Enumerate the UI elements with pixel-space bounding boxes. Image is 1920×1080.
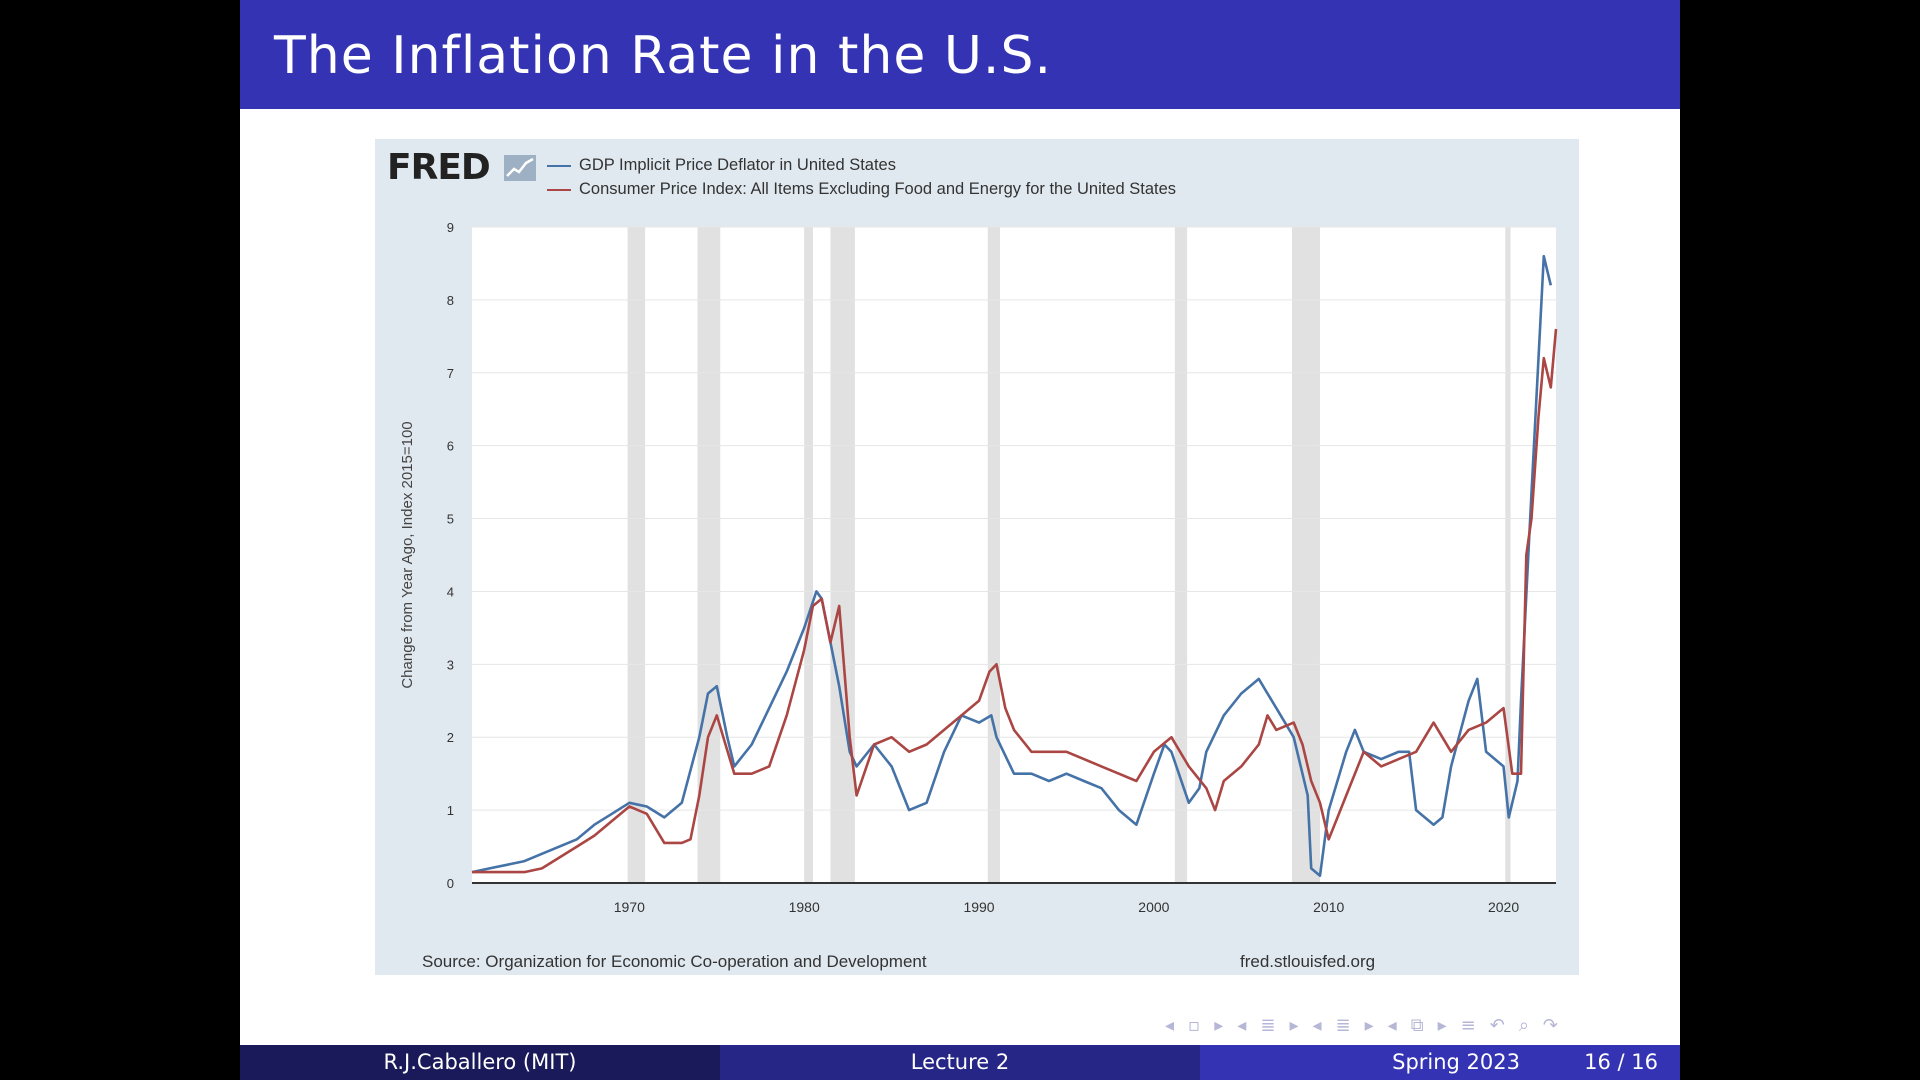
nav-next-icon[interactable]: ▸ — [1214, 1014, 1224, 1036]
legend-swatch-cpi — [547, 188, 571, 191]
nav-prev-icon[interactable]: ◂ — [1165, 1014, 1175, 1036]
nav-prev-icon[interactable]: ◂ — [1312, 1014, 1322, 1036]
y-tick-label: 8 — [447, 293, 454, 308]
back-icon[interactable]: ↶ — [1489, 1014, 1505, 1036]
legend-item-cpi: Consumer Price Index: All Items Excludin… — [547, 180, 1176, 202]
x-tick-label: 1970 — [614, 899, 645, 915]
recession-band — [1505, 227, 1511, 883]
x-tick-label: 2000 — [1138, 899, 1169, 915]
nav-next-icon[interactable]: ▸ — [1364, 1014, 1374, 1036]
y-tick-label: 0 — [447, 876, 454, 891]
footer-date: Spring 2023 — [1392, 1050, 1520, 1074]
series-line-gdp — [471, 254, 1553, 878]
y-tick-label: 7 — [447, 366, 454, 381]
y-tick-label: 1 — [447, 803, 454, 818]
y-tick-label: 9 — [447, 220, 454, 235]
footer-right: Spring 2023 16 / 16 — [1200, 1045, 1680, 1080]
footer: R.J.Caballero (MIT) Lecture 2 Spring 202… — [240, 1045, 1680, 1080]
nav-next-icon[interactable]: ▸ — [1289, 1014, 1299, 1036]
x-tick-label: 1990 — [963, 899, 994, 915]
legend-item-gdp: GDP Implicit Price Deflator in United St… — [547, 156, 896, 178]
recession-band — [804, 227, 813, 883]
recession-band — [987, 227, 1001, 883]
fred-url[interactable]: fred.stlouisfed.org — [1240, 952, 1376, 971]
source-note: Source: Organization for Economic Co-ope… — [422, 952, 927, 971]
x-tick-label: 1980 — [789, 899, 820, 915]
x-tick-label: 2010 — [1313, 899, 1344, 915]
legend-label-gdp: GDP Implicit Price Deflator in United St… — [579, 156, 896, 174]
slide-title: The Inflation Rate in the U.S. — [274, 26, 1052, 86]
title-bar: The Inflation Rate in the U.S. — [240, 0, 1680, 109]
line-chart: 0 1 2 3 4 5 6 7 8 9 1970 1980 1990 2000 2010 2020 Change… — [399, 220, 1558, 915]
recession-band — [830, 227, 855, 883]
y-tick-label: 5 — [447, 512, 454, 527]
recession-band — [627, 227, 646, 883]
forward-icon[interactable]: ↷ — [1542, 1014, 1558, 1036]
presentation-icon[interactable]: ⧉ — [1410, 1014, 1424, 1036]
nav-prev-icon[interactable]: ◂ — [1387, 1014, 1397, 1036]
y-tick-label: 6 — [447, 439, 454, 454]
beamer-navigation: ◂ ▫ ▸ ◂ ≣ ▸ ◂ ≣ ▸ ◂ ⧉ ▸ ≡ ↶ ⌕ ↷ — [1165, 1007, 1558, 1043]
subsection-icon[interactable]: ≣ — [1260, 1014, 1276, 1036]
footer-lecture: Lecture 2 — [720, 1045, 1200, 1080]
align-icon[interactable]: ≡ — [1460, 1014, 1476, 1036]
slide: The Inflation Rate in the U.S. FRED GDP … — [240, 0, 1680, 1080]
footer-author: R.J.Caballero (MIT) — [240, 1045, 720, 1080]
fred-chart-icon — [504, 155, 536, 181]
search-icon[interactable]: ⌕ — [1518, 1014, 1529, 1036]
x-tick-label: 2020 — [1488, 899, 1519, 915]
fred-logo: FRED — [387, 147, 491, 188]
y-tick-label: 3 — [447, 657, 454, 672]
y-tick-label: 2 — [447, 730, 454, 745]
frame-icon[interactable]: ▫ — [1188, 1014, 1201, 1036]
legend-swatch-gdp — [547, 164, 571, 167]
y-axis-label: Change from Year Ago, Index 2015=100 — [399, 421, 416, 688]
legend-label-cpi: Consumer Price Index: All Items Excludin… — [579, 180, 1177, 198]
section-icon[interactable]: ≣ — [1335, 1014, 1351, 1036]
nav-next-icon[interactable]: ▸ — [1437, 1014, 1447, 1036]
recession-band — [1174, 227, 1188, 883]
fred-chart-panel: FRED GDP Implicit Price Deflator in Unit… — [375, 139, 1579, 975]
series-line-cpi — [472, 328, 1558, 874]
nav-prev-icon[interactable]: ◂ — [1237, 1014, 1247, 1036]
footer-page-number: 16 / 16 — [1584, 1050, 1658, 1074]
recession-band — [1291, 227, 1320, 883]
y-tick-label: 4 — [447, 584, 454, 599]
